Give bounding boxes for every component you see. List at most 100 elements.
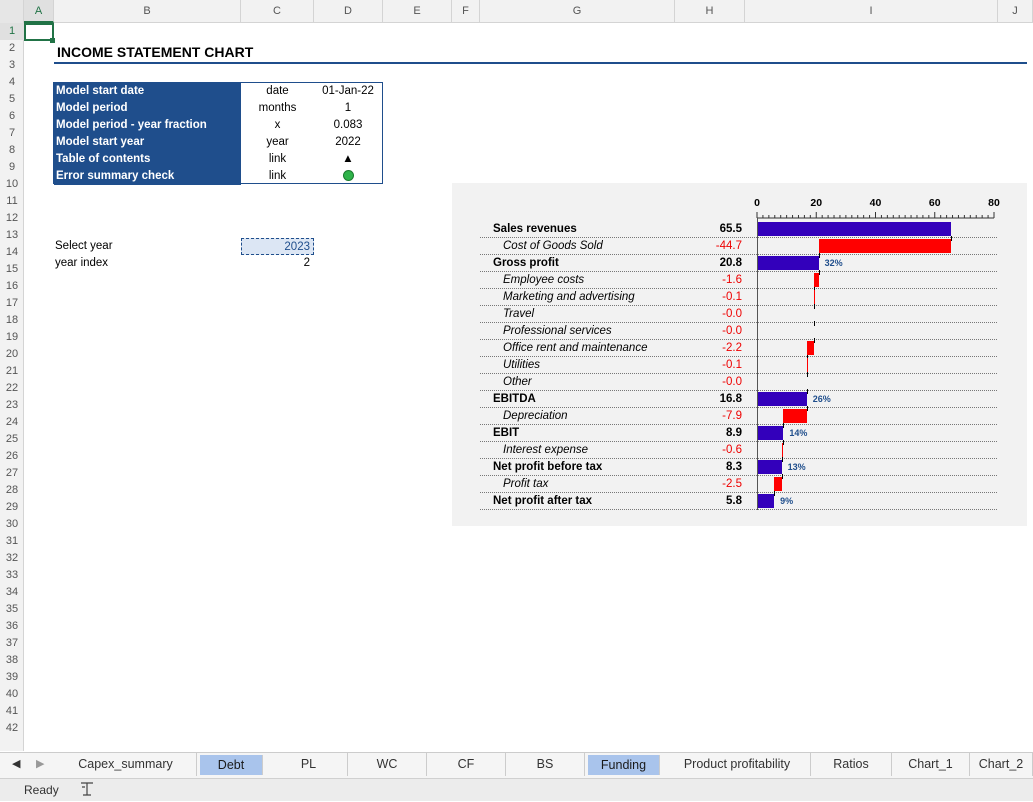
row-header-42[interactable]: 42 [5,722,19,734]
row-header-14[interactable]: 14 [5,246,19,258]
sheet-tab[interactable]: CF [427,753,506,776]
select-year-input[interactable]: 2023 [241,238,314,255]
row-header-15[interactable]: 15 [5,263,19,275]
column-header-i[interactable]: I [745,0,998,23]
connector-line [806,406,808,411]
chart-row-value: 16.8 [719,393,742,405]
connector-line [806,389,808,394]
select-all-corner[interactable] [0,0,24,23]
row-header-4[interactable]: 4 [8,76,16,88]
row-header-40[interactable]: 40 [5,688,19,700]
row-separator [480,390,997,391]
cost-bar [813,290,816,304]
scroll-tabs-left-icon[interactable]: ◀ [12,758,21,770]
row-header-28[interactable]: 28 [5,484,19,496]
row-header-5[interactable]: 5 [8,93,16,105]
row-header-32[interactable]: 32 [5,552,19,564]
row-header-6[interactable]: 6 [8,110,16,122]
column-header-a[interactable]: A [24,0,54,23]
row-header-1[interactable]: 1 [0,23,24,40]
row-header-29[interactable]: 29 [5,501,19,513]
row-header-18[interactable]: 18 [5,314,19,326]
row-header-17[interactable]: 17 [5,297,19,309]
sheet-tab[interactable]: Chart_2 [970,753,1033,776]
row-header-21[interactable]: 21 [5,365,19,377]
row-header-8[interactable]: 8 [8,144,16,156]
connector-line [774,491,776,496]
sheet-tab[interactable]: Chart_1 [892,753,970,776]
column-header-c[interactable]: C [241,0,314,23]
row-header-41[interactable]: 41 [5,705,19,717]
row-header-33[interactable]: 33 [5,569,19,581]
column-header-d[interactable]: D [314,0,383,23]
accessibility-icon[interactable] [80,781,94,797]
year-index-value: 2 [303,257,310,269]
row-header-3[interactable]: 3 [8,59,16,71]
row-header-34[interactable]: 34 [5,586,19,598]
column-header-j[interactable]: J [998,0,1033,23]
row-header-20[interactable]: 20 [5,348,19,360]
sheet-tab[interactable]: Debt [200,755,263,775]
info-unit[interactable]: link [268,153,287,165]
scroll-tabs-right-icon[interactable]: ▶ [36,758,45,770]
row-header-13[interactable]: 13 [5,229,19,241]
info-unit[interactable]: link [268,170,287,182]
row-header-38[interactable]: 38 [5,654,19,666]
total-bar [757,494,775,508]
row-header-35[interactable]: 35 [5,603,19,615]
row-header-26[interactable]: 26 [5,450,19,462]
active-cell-a1[interactable] [24,23,54,41]
row-separator [480,509,997,510]
sheet-tab[interactable]: Funding [588,755,660,775]
row-header-11[interactable]: 11 [6,195,18,207]
row-separator [480,237,997,238]
row-header-9[interactable]: 9 [8,161,16,173]
row-header-19[interactable]: 19 [5,331,19,343]
sheet-tab[interactable]: PL [270,753,348,776]
row-header-12[interactable]: 12 [5,212,19,224]
row-header-22[interactable]: 22 [5,382,19,394]
row-header-10[interactable]: 10 [5,178,19,190]
row-header-39[interactable]: 39 [5,671,19,683]
row-header-2[interactable]: 2 [8,42,16,54]
row-header-16[interactable]: 16 [5,280,19,292]
axis-tick-label: 60 [928,197,941,209]
row-header-37[interactable]: 37 [5,637,19,649]
column-header-h[interactable]: H [675,0,745,23]
column-header-g[interactable]: G [480,0,675,23]
info-unit: months [258,102,297,114]
column-header-b[interactable]: B [54,0,241,23]
sheet-tab[interactable]: Product profitability [664,753,811,776]
row-header-bar: 1 2 3 4 5 6 7 8 9 10 11 12 13 14 15 16 17 18 19 20 21 22 23 24 2… [0,23,24,751]
sheet-tab[interactable]: BS [506,753,585,776]
row-header-25[interactable]: 25 [5,433,19,445]
info-label: Error summary check [54,168,241,185]
info-value: 0.083 [333,119,363,131]
info-value: ▲ [342,153,354,165]
cost-bar [813,273,819,287]
row-header-27[interactable]: 27 [5,467,19,479]
sheet-tab[interactable]: Capex_summary [55,753,197,776]
row-header-24[interactable]: 24 [5,416,19,428]
chart-row-label: Utilities [503,359,541,371]
title-underline [54,62,1027,64]
row-header-7[interactable]: 7 [8,127,16,139]
sheet-tabs-bar [0,752,1033,778]
column-header-e[interactable]: E [383,0,452,23]
row-header-23[interactable]: 23 [5,399,19,411]
row-header-31[interactable]: 31 [5,535,19,547]
sheet-tab[interactable]: Ratios [811,753,892,776]
chart-row-value: 5.8 [726,495,742,507]
column-header-f[interactable]: F [452,0,480,23]
column-header-bar: A B C D E F G H I J [0,0,1033,23]
chart-row-label: Cost of Goods Sold [503,240,603,252]
chart-row-label: EBIT [493,427,520,439]
chart-row-label: Depreciation [503,410,568,422]
fill-handle[interactable] [50,38,55,43]
sheet-tab[interactable]: WC [348,753,427,776]
row-header-36[interactable]: 36 [5,620,19,632]
connector-line [783,440,785,445]
cost-bar [806,358,809,372]
info-unit: year [266,136,289,148]
row-header-30[interactable]: 30 [5,518,19,530]
